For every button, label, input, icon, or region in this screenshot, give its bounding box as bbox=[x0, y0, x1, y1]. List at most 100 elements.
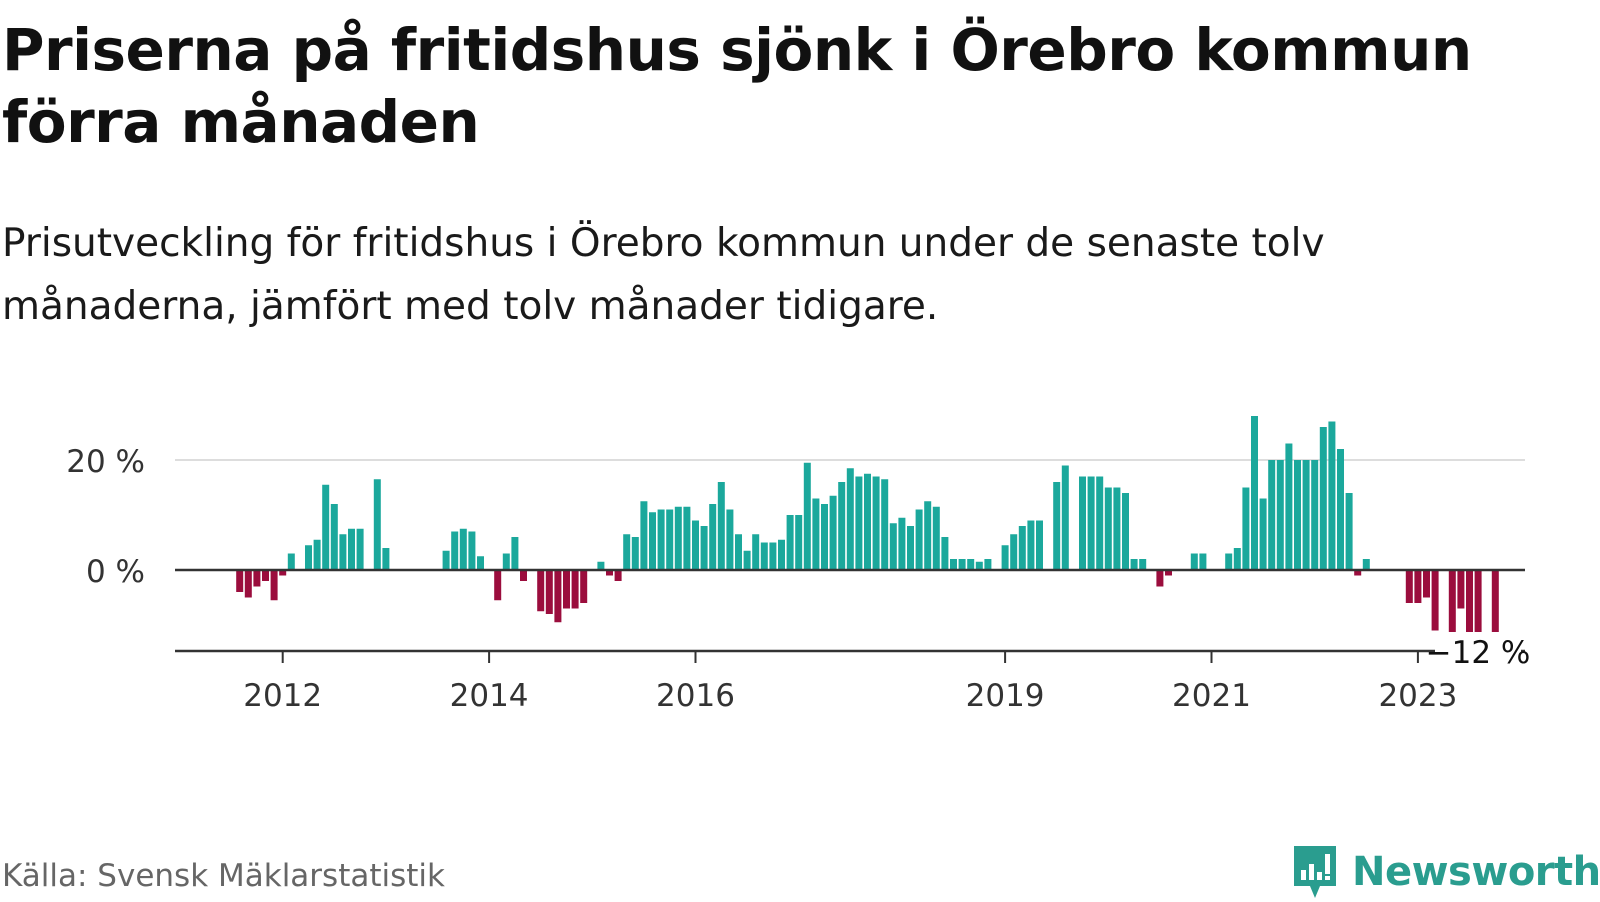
bar bbox=[253, 570, 261, 587]
bar bbox=[270, 570, 278, 601]
bar bbox=[709, 504, 717, 570]
source-note: Källa: Svensk Mäklarstatistik bbox=[2, 858, 445, 894]
bar bbox=[1423, 570, 1430, 598]
bar bbox=[1156, 570, 1164, 587]
bar bbox=[1087, 476, 1095, 570]
bar bbox=[752, 534, 760, 570]
bar bbox=[468, 531, 476, 570]
y-tick-label: 0 % bbox=[86, 554, 145, 590]
bar bbox=[1199, 553, 1207, 570]
x-tick-label: 2023 bbox=[1378, 678, 1457, 714]
newsworthy-logo: Newsworthy bbox=[1290, 842, 1600, 902]
bar bbox=[1096, 476, 1104, 570]
bar bbox=[1362, 559, 1370, 570]
bar bbox=[502, 553, 510, 570]
bar bbox=[511, 537, 519, 570]
bar bbox=[563, 570, 570, 609]
bar bbox=[967, 559, 975, 570]
bar bbox=[1079, 476, 1086, 570]
bar bbox=[778, 539, 785, 570]
bar bbox=[1474, 570, 1482, 636]
bar bbox=[571, 570, 579, 609]
bar bbox=[649, 512, 656, 570]
bar bbox=[872, 476, 880, 570]
bar-chart-speech-bubble-icon bbox=[1294, 846, 1336, 898]
y-tick-label: 20 % bbox=[66, 444, 145, 480]
bar bbox=[924, 501, 932, 570]
x-tick-label: 2012 bbox=[243, 678, 322, 714]
bar bbox=[1448, 570, 1456, 647]
bar bbox=[881, 479, 889, 570]
bar bbox=[786, 515, 794, 570]
bar bbox=[520, 570, 527, 581]
bar bbox=[932, 506, 940, 570]
bar bbox=[898, 517, 906, 570]
chart-title: Priserna på fritidshus sjönk i Örebro ko… bbox=[2, 16, 1472, 156]
bar bbox=[477, 556, 484, 570]
bar bbox=[1311, 460, 1319, 570]
bar bbox=[726, 509, 734, 570]
bar bbox=[1414, 570, 1422, 603]
bar bbox=[915, 509, 923, 570]
bar bbox=[330, 504, 338, 570]
bar bbox=[1010, 534, 1018, 570]
bar bbox=[1457, 570, 1465, 609]
bar bbox=[907, 526, 914, 570]
bar bbox=[1466, 570, 1473, 636]
bar bbox=[984, 559, 992, 570]
bar bbox=[451, 531, 459, 570]
bar bbox=[657, 509, 665, 570]
bar bbox=[769, 542, 777, 570]
bar bbox=[373, 479, 381, 570]
bar bbox=[236, 570, 244, 592]
bar bbox=[683, 506, 691, 570]
bar bbox=[795, 515, 803, 570]
bar bbox=[537, 570, 545, 612]
bar bbox=[743, 550, 751, 570]
x-tick-label: 2016 bbox=[656, 678, 735, 714]
brand-name: Newsworthy bbox=[1352, 849, 1600, 895]
bar bbox=[941, 537, 949, 570]
bar bbox=[1259, 498, 1267, 570]
bar bbox=[279, 570, 287, 576]
bar bbox=[1337, 449, 1344, 570]
bar bbox=[1345, 493, 1353, 570]
bar bbox=[339, 534, 347, 570]
chart-subtitle: Prisutveckling för fritidshus i Örebro k… bbox=[2, 221, 1325, 329]
bar bbox=[692, 520, 699, 570]
bar bbox=[889, 523, 897, 570]
bar bbox=[1268, 460, 1276, 570]
bar bbox=[1130, 559, 1138, 570]
bar bbox=[1139, 559, 1147, 570]
bar bbox=[838, 482, 846, 570]
bar bbox=[1233, 548, 1241, 570]
bar bbox=[1276, 460, 1284, 570]
x-tick-label: 2021 bbox=[1172, 678, 1251, 714]
bar bbox=[348, 528, 355, 570]
bar bbox=[717, 482, 725, 570]
bar bbox=[666, 509, 674, 570]
bar bbox=[760, 542, 768, 570]
bar bbox=[700, 526, 708, 570]
bar bbox=[614, 570, 622, 581]
bar bbox=[803, 462, 811, 570]
end-label-background bbox=[1435, 632, 1521, 668]
bar bbox=[958, 559, 966, 570]
bar bbox=[244, 570, 252, 598]
bar bbox=[812, 498, 820, 570]
bar bbox=[1251, 416, 1258, 570]
bar bbox=[262, 570, 269, 581]
x-tick-label: 2014 bbox=[450, 678, 529, 714]
bar bbox=[1001, 545, 1009, 570]
bar bbox=[1491, 570, 1499, 636]
bar bbox=[1113, 487, 1121, 570]
bar bbox=[545, 570, 553, 614]
bar bbox=[864, 473, 871, 570]
bar bbox=[1405, 570, 1413, 603]
bar bbox=[322, 484, 330, 570]
bar bbox=[554, 570, 562, 623]
bar bbox=[1225, 553, 1233, 570]
bar bbox=[1122, 493, 1129, 570]
bar bbox=[1285, 443, 1293, 570]
